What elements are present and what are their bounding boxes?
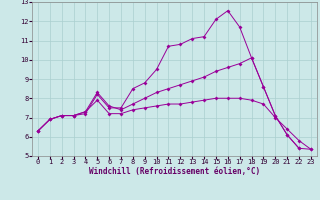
X-axis label: Windchill (Refroidissement éolien,°C): Windchill (Refroidissement éolien,°C) bbox=[89, 167, 260, 176]
